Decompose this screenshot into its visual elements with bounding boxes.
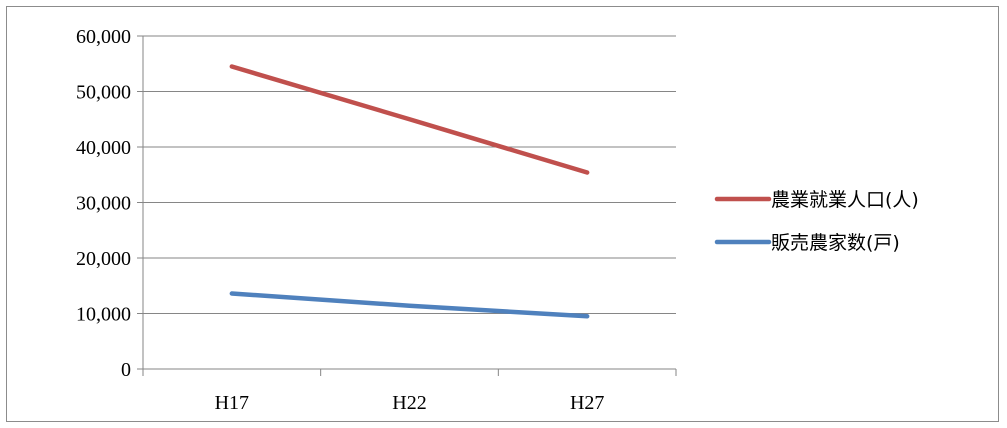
- y-tick-label: 20,000: [76, 248, 131, 270]
- chart-frame: [6, 6, 999, 422]
- series-line-2: [229, 291, 590, 319]
- legend-label: 販売農家数(戸): [771, 232, 900, 254]
- y-tick-label: 10,000: [76, 304, 131, 326]
- y-tick-label: 30,000: [76, 193, 131, 215]
- axes: [137, 35, 677, 376]
- x-tick-label: H17: [215, 392, 249, 414]
- y-tick-label: 50,000: [76, 82, 131, 104]
- legend-label: 農業就業人口(人): [771, 189, 919, 211]
- y-tick-label: 60,000: [76, 26, 131, 48]
- gridlines: [143, 35, 676, 314]
- series-lines: [229, 64, 590, 319]
- y-axis-tick-labels: 0 10,000 20,000 30,000 40,000 50,000 60,000: [76, 26, 131, 381]
- legend: 農業就業人口(人) 販売農家数(戸): [714, 189, 919, 254]
- y-tick-label: 40,000: [76, 137, 131, 159]
- series-line-1: [229, 64, 590, 175]
- x-tick-label: H22: [392, 392, 426, 414]
- y-tick-label: 0: [121, 359, 131, 381]
- x-tick-label: H27: [570, 392, 604, 414]
- x-axis-tick-labels: H17 H22 H27: [215, 392, 605, 414]
